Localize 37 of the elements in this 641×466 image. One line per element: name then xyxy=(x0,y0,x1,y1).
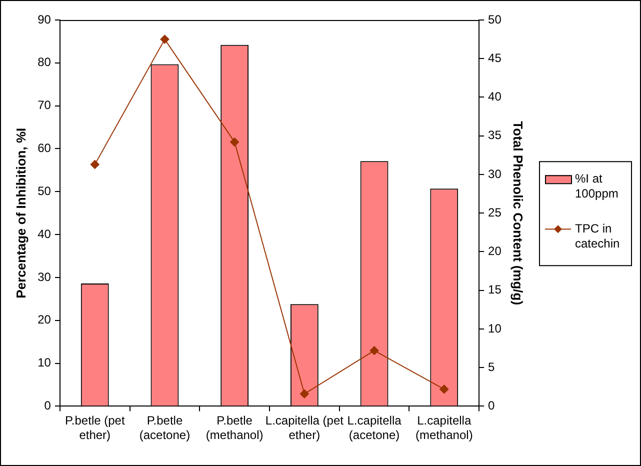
y-axis-title: Percentage of Inhibition, %I xyxy=(13,128,28,298)
y2-tick-label: 10 xyxy=(488,321,502,336)
y2-tick-label: 5 xyxy=(488,360,496,374)
y2-tick-label: 30 xyxy=(488,166,502,181)
point xyxy=(90,160,100,169)
legend-label: %I at 100ppm xyxy=(575,171,618,200)
y-tick-label: 10 xyxy=(38,356,52,370)
y-tick-label: 80 xyxy=(38,55,52,70)
y2-tick-label: 40 xyxy=(488,90,502,104)
x-tick-label: P.betle (methanol) xyxy=(206,414,264,442)
y2-tick-label: 20 xyxy=(488,244,502,258)
y2-axis-title: Total Phenolic Content (mg/g) xyxy=(510,121,526,306)
y2-tick-label: 15 xyxy=(488,282,502,297)
x-tick-label: P.betle (acetone) xyxy=(139,414,190,442)
y2-tick-label: 50 xyxy=(488,12,502,26)
x-tick-label: L.capitella (acetone) xyxy=(347,414,402,442)
y2-tick-label: 0 xyxy=(488,398,496,413)
point xyxy=(230,138,240,147)
y-tick-label: 40 xyxy=(38,226,52,241)
point xyxy=(300,389,309,398)
y2-tick-label: 25 xyxy=(488,205,502,220)
x-tick-label: L.capitella (methanol) xyxy=(415,414,473,442)
y-tick-label: 70 xyxy=(38,98,52,112)
x-tick-label: L.capitella (pet ether) xyxy=(265,414,344,442)
y-tick-label: 60 xyxy=(38,141,52,156)
y2-tick-label: 35 xyxy=(488,128,502,142)
y-tick-label: 0 xyxy=(44,398,52,413)
y-tick-label: 30 xyxy=(38,270,52,284)
point xyxy=(160,34,170,44)
y-tick-label: 50 xyxy=(38,184,52,198)
x-tick-label: P.betle (pet ether) xyxy=(64,414,126,442)
y-tick-label: 20 xyxy=(38,312,52,327)
point xyxy=(440,384,449,394)
y-tick-label: 90 xyxy=(38,12,52,26)
y2-tick-label: 45 xyxy=(488,50,502,65)
point xyxy=(370,346,379,356)
legend-label: TPC in catechin xyxy=(575,221,620,250)
